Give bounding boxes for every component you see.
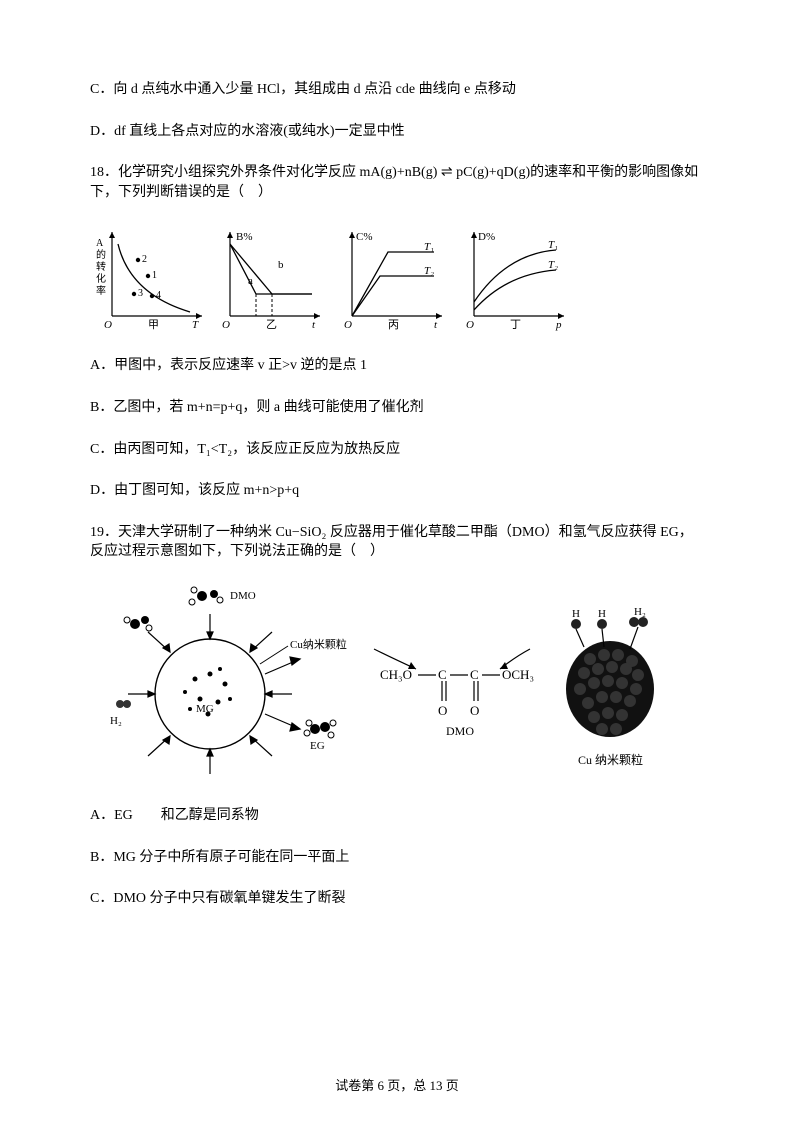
svg-text:T₁: T₁ bbox=[548, 239, 558, 251]
svg-text:T₂: T₂ bbox=[548, 259, 558, 271]
q19-figure: DMO H₂ EG MG Cu纳米颗粒 CH₃O bbox=[90, 584, 704, 784]
svg-text:B%: B% bbox=[236, 231, 253, 243]
svg-text:H₂: H₂ bbox=[110, 715, 122, 727]
svg-text:CH₃O: CH₃O bbox=[380, 667, 412, 682]
svg-text:EG: EG bbox=[310, 740, 325, 752]
svg-text:D%: D% bbox=[478, 231, 495, 243]
q18-opt-c: C．由丙图可知，T₁<T₂，该反应正反应为放热反应 bbox=[90, 440, 704, 460]
q19-opt-a: A．EG 和乙醇是同系物 bbox=[90, 806, 704, 826]
svg-text:H: H bbox=[598, 608, 606, 620]
svg-text:甲: 甲 bbox=[148, 319, 159, 331]
svg-text:T₂: T₂ bbox=[424, 265, 434, 277]
svg-text:O: O bbox=[222, 319, 230, 331]
svg-text:OCH₃: OCH₃ bbox=[502, 667, 534, 682]
svg-text:T₁: T₁ bbox=[424, 241, 434, 253]
svg-text:p: p bbox=[555, 319, 562, 331]
q17-opt-d: D．df 直线上各点对应的水溶液(或纯水)一定显中性 bbox=[90, 122, 704, 142]
svg-text:C: C bbox=[470, 667, 479, 682]
svg-text:H: H bbox=[572, 608, 580, 620]
page-footer: 试卷第 6 页，总 13 页 bbox=[0, 1077, 794, 1095]
svg-text:O: O bbox=[466, 319, 474, 331]
q19-opt-c: C．DMO 分子中只有碳氧单键发生了断裂 bbox=[90, 889, 704, 909]
q17-opt-c: C．向 d 点纯水中通入少量 HCl，其组成由 d 点沿 cde 曲线向 e 点… bbox=[90, 80, 704, 100]
svg-text:4: 4 bbox=[156, 290, 161, 301]
q18-figure: A 的 转 化 率 2 1 3 4 O 甲 T B% b a O 乙 t C% bbox=[90, 224, 704, 334]
svg-text:MG: MG bbox=[196, 703, 214, 715]
svg-text:T: T bbox=[192, 319, 199, 331]
q18-opt-a: A．甲图中，表示反应速率 v 正>v 逆的是点 1 bbox=[90, 356, 704, 376]
svg-text:C: C bbox=[438, 667, 447, 682]
svg-text:H₂: H₂ bbox=[634, 606, 646, 618]
svg-text:转: 转 bbox=[96, 260, 106, 273]
svg-text:化: 化 bbox=[96, 272, 106, 285]
svg-text:的: 的 bbox=[96, 248, 106, 261]
q19-stem: 19．天津大学研制了一种纳米 Cu−SiO₂ 反应器用于催化草酸二甲酯（DMO）… bbox=[90, 523, 704, 562]
svg-text:a: a bbox=[248, 275, 253, 287]
svg-text:O: O bbox=[470, 703, 479, 718]
svg-text:O: O bbox=[438, 703, 447, 718]
svg-text:乙: 乙 bbox=[266, 318, 277, 331]
q18-opt-d: D．由丁图可知，该反应 m+n>p+q bbox=[90, 481, 704, 501]
q18-stem: 18．化学研究小组探究外界条件对化学反应 mA(g)+nB(g) ⇌ pC(g)… bbox=[90, 163, 704, 202]
svg-text:率: 率 bbox=[96, 284, 106, 297]
svg-text:C%: C% bbox=[356, 231, 373, 243]
svg-text:b: b bbox=[278, 259, 284, 271]
svg-text:DMO: DMO bbox=[446, 724, 474, 738]
svg-text:t: t bbox=[434, 319, 438, 331]
svg-text:A: A bbox=[96, 238, 104, 249]
svg-text:3: 3 bbox=[138, 288, 143, 299]
svg-text:Cu 纳米颗粒: Cu 纳米颗粒 bbox=[578, 752, 643, 767]
svg-text:DMO: DMO bbox=[230, 590, 256, 602]
q19-opt-b: B．MG 分子中所有原子可能在同一平面上 bbox=[90, 848, 704, 868]
svg-text:O: O bbox=[104, 319, 112, 331]
svg-text:Cu纳米颗粒: Cu纳米颗粒 bbox=[290, 637, 347, 651]
svg-text:1: 1 bbox=[152, 270, 157, 281]
q19-stem-a: 19．天津大学研制了一种纳米 bbox=[90, 525, 276, 540]
q18-opt-b: B．乙图中，若 m+n=p+q，则 a 曲线可能使用了催化剂 bbox=[90, 398, 704, 418]
svg-text:丁: 丁 bbox=[510, 319, 521, 331]
svg-text:丙: 丙 bbox=[388, 319, 399, 331]
svg-text:t: t bbox=[312, 319, 316, 331]
q19-formula: Cu−SiO₂ bbox=[276, 525, 327, 540]
svg-text:O: O bbox=[344, 319, 352, 331]
svg-text:2: 2 bbox=[142, 254, 147, 265]
